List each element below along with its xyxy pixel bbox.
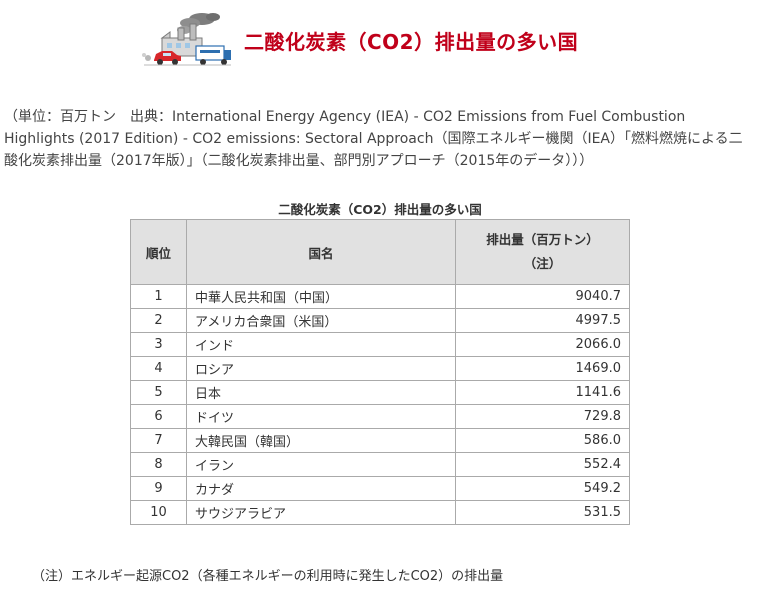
factory-and-cars-illustration — [142, 13, 231, 66]
table-row: 8 イラン 552.4 — [130, 452, 630, 477]
emissions-table: 順位 国名 排出量（百万トン） （注） 1 中華人民共和国（中国） 9040.7… — [130, 219, 630, 525]
country-cell: アメリカ合衆国（米国） — [186, 308, 456, 333]
table-row: 5 日本 1141.6 — [130, 380, 630, 405]
country-cell: イラン — [186, 452, 456, 477]
table-row: 6 ドイツ 729.8 — [130, 404, 630, 429]
emission-value-cell: 1141.6 — [455, 380, 630, 405]
table-row: 10 サウジアラビア 531.5 — [130, 500, 630, 525]
rank-cell: 10 — [130, 500, 187, 525]
table-row: 3 インド 2066.0 — [130, 332, 630, 357]
country-cell: ドイツ — [186, 404, 456, 429]
country-cell: ロシア — [186, 356, 456, 381]
emission-value-cell: 4997.5 — [455, 308, 630, 333]
country-cell: カナダ — [186, 476, 456, 501]
rank-cell: 4 — [130, 356, 187, 381]
rank-cell: 5 — [130, 380, 187, 405]
table-row: 4 ロシア 1469.0 — [130, 356, 630, 381]
emission-value-cell: 9040.7 — [455, 284, 630, 309]
table-row: 2 アメリカ合衆国（米国） 4997.5 — [130, 308, 630, 333]
emission-value-cell: 549.2 — [455, 476, 630, 501]
country-cell: 日本 — [186, 380, 456, 405]
column-header-emission-label: 排出量（百万トン） — [486, 232, 599, 247]
emission-value-cell: 2066.0 — [455, 332, 630, 357]
table-caption: 二酸化炭素（CO2）排出量の多い国 — [278, 202, 482, 217]
rank-cell: 9 — [130, 476, 187, 501]
emission-value-cell: 729.8 — [455, 404, 630, 429]
column-header-rank: 順位 — [130, 219, 187, 285]
table-row: 9 カナダ 549.2 — [130, 476, 630, 501]
page-title: 二酸化炭素（CO2）排出量の多い国 — [244, 29, 579, 54]
rank-cell: 8 — [130, 452, 187, 477]
table-row: 7 大韓民国（韓国） 586.0 — [130, 428, 630, 453]
rank-cell: 1 — [130, 284, 187, 309]
emission-value-cell: 552.4 — [455, 452, 630, 477]
footnote: （注）エネルギー起源CO2（各種エネルギーの利用時に発生したCO2）の排出量 — [32, 569, 504, 584]
column-header-emission-note: （注） — [523, 256, 562, 271]
rank-cell: 2 — [130, 308, 187, 333]
rank-cell: 6 — [130, 404, 187, 429]
column-header-country: 国名 — [186, 219, 456, 285]
rank-cell: 7 — [130, 428, 187, 453]
country-cell: 大韓民国（韓国） — [186, 428, 456, 453]
emission-value-cell: 586.0 — [455, 428, 630, 453]
country-cell: サウジアラビア — [186, 500, 456, 525]
country-cell: インド — [186, 332, 456, 357]
emission-value-cell: 1469.0 — [455, 356, 630, 381]
page-header: 二酸化炭素（CO2）排出量の多い国 — [140, 10, 578, 70]
rank-cell: 3 — [130, 332, 187, 357]
column-header-emission: 排出量（百万トン） （注） — [455, 219, 630, 285]
table-row: 1 中華人民共和国（中国） 9040.7 — [130, 284, 630, 309]
emission-value-cell: 531.5 — [455, 500, 630, 525]
table-header-row: 順位 国名 排出量（百万トン） （注） — [130, 219, 630, 285]
source-note: （単位：百万トン 出典：International Energy Agency … — [4, 109, 743, 169]
country-cell: 中華人民共和国（中国） — [186, 284, 456, 309]
